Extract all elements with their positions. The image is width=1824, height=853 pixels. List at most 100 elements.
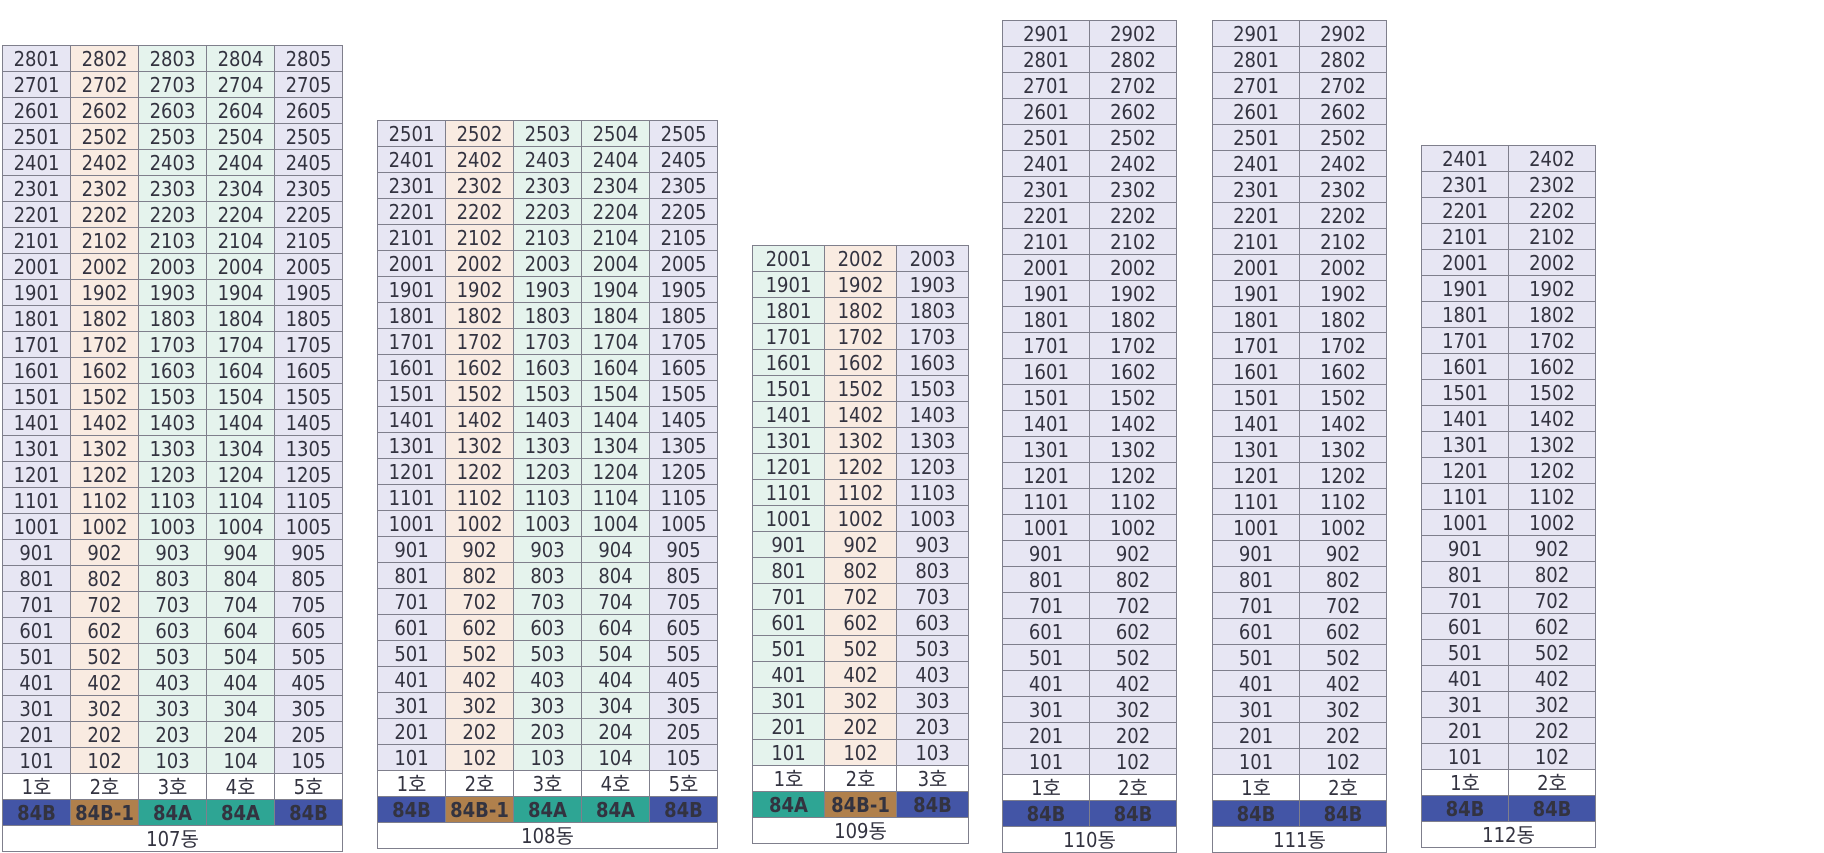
unit-cell: 301 [1421,691,1509,718]
floor-row: 2001 2002 [1212,254,1387,281]
unit-label-row: 1호 2호 [1421,769,1596,796]
unit-cell: 805 [274,565,343,592]
unit-cell: 102 [445,744,514,771]
unit-cell: 2601 [1002,98,1090,125]
unit-cell: 1101 [1212,488,1300,515]
unit-cell: 105 [274,747,343,774]
unit-cell: 101 [752,739,825,766]
unit-cell: 1802 [70,305,139,332]
floor-row: 801 802 [1421,561,1596,588]
unit-cell: 204 [581,718,650,745]
building-name-row: 112동 [1421,821,1596,848]
unit-cell: 101 [377,744,446,771]
unit-cell: 602 [70,617,139,644]
unit-cell: 1001 [2,513,71,540]
unit-cell: 1601 [1421,353,1509,380]
floor-row: 701 702 703 704 705 [377,588,718,615]
unit-cell: 2505 [649,120,718,147]
unit-type-tag: 84B [649,796,718,823]
unit-cell: 405 [649,666,718,693]
floor-row: 701 702 703 [752,583,969,610]
building-name-row: 110동 [1002,826,1177,853]
unit-cell: 1701 [2,331,71,358]
unit-grid: 2901 2902 2801 2802 2701 2702 2601 2602 2501 2502… [1212,20,1387,853]
floor-row: 501 502 [1002,644,1177,671]
unit-cell: 201 [1212,722,1300,749]
unit-cell: 1802 [445,302,514,329]
unit-cell: 702 [1508,587,1596,614]
unit-cell: 102 [1089,748,1177,775]
floor-row: 201 202 203 204 205 [2,721,343,748]
unit-cell: 1503 [513,380,582,407]
unit-cell: 604 [206,617,275,644]
unit-cell: 905 [274,539,343,566]
floor-row: 1201 1202 1203 1204 1205 [2,461,343,488]
unit-cell: 1205 [649,458,718,485]
unit-cell: 102 [824,739,897,766]
unit-cell: 2801 [1212,46,1300,73]
floor-row: 1501 1502 1503 1504 1505 [2,383,343,410]
unit-cell: 101 [1002,748,1090,775]
unit-cell: 1803 [896,297,969,324]
floor-row: 1701 1702 1703 1704 1705 [377,328,718,355]
unit-label-row: 1호 2호 [1002,774,1177,801]
floor-row: 1301 1302 [1212,436,1387,463]
unit-cell: 1402 [1299,410,1387,437]
building-name: 110동 [1002,826,1177,853]
floor-row: 1101 1102 1103 [752,479,969,506]
unit-cell: 1202 [445,458,514,485]
unit-cell: 2701 [2,71,71,98]
floor-row: 901 902 903 904 905 [377,536,718,563]
floor-row: 1401 1402 [1421,405,1596,432]
floor-row: 2101 2102 2103 2104 2105 [2,227,343,254]
floor-row: 1701 1702 [1002,332,1177,359]
unit-cell: 1404 [206,409,275,436]
unit-cell: 905 [649,536,718,563]
unit-cell: 1301 [1421,431,1509,458]
floor-row: 501 502 [1421,639,1596,666]
unit-cell: 1505 [649,380,718,407]
unit-cell: 2201 [1212,202,1300,229]
unit-cell: 1902 [70,279,139,306]
unit-cell: 1602 [824,349,897,376]
unit-cell: 501 [377,640,446,667]
unit-cell: 401 [1421,665,1509,692]
unit-cell: 1205 [274,461,343,488]
unit-type-row: 84B 84B [1002,800,1177,827]
unit-cell: 1903 [138,279,207,306]
floor-row: 1001 1002 1003 1004 1005 [377,510,718,537]
unit-cell: 2602 [1089,98,1177,125]
unit-cell: 2201 [1002,202,1090,229]
unit-cell: 2202 [1299,202,1387,229]
unit-cell: 1401 [2,409,71,436]
unit-cell: 2603 [138,97,207,124]
unit-cell: 1601 [752,349,825,376]
unit-label: 1호 [2,773,71,800]
unit-cell: 1703 [513,328,582,355]
unit-cell: 2104 [206,227,275,254]
unit-cell: 1303 [138,435,207,462]
unit-cell: 404 [206,669,275,696]
floor-row: 1601 1602 [1212,358,1387,385]
unit-cell: 2303 [513,172,582,199]
unit-cell: 1902 [1089,280,1177,307]
unit-cell: 2701 [1002,72,1090,99]
unit-cell: 903 [513,536,582,563]
unit-cell: 1904 [206,279,275,306]
unit-cell: 1101 [2,487,71,514]
unit-cell: 802 [1299,566,1387,593]
unit-cell: 1805 [649,302,718,329]
unit-cell: 303 [138,695,207,722]
unit-cell: 1005 [649,510,718,537]
unit-cell: 1402 [1508,405,1596,432]
unit-cell: 503 [896,635,969,662]
unit-cell: 1202 [1508,457,1596,484]
unit-cell: 201 [1002,722,1090,749]
unit-cell: 1603 [138,357,207,384]
unit-type-tag: 84B [1002,800,1090,827]
unit-cell: 2103 [138,227,207,254]
unit-cell: 1802 [1089,306,1177,333]
unit-cell: 2304 [206,175,275,202]
floor-row: 501 502 503 [752,635,969,662]
unit-cell: 2401 [377,146,446,173]
